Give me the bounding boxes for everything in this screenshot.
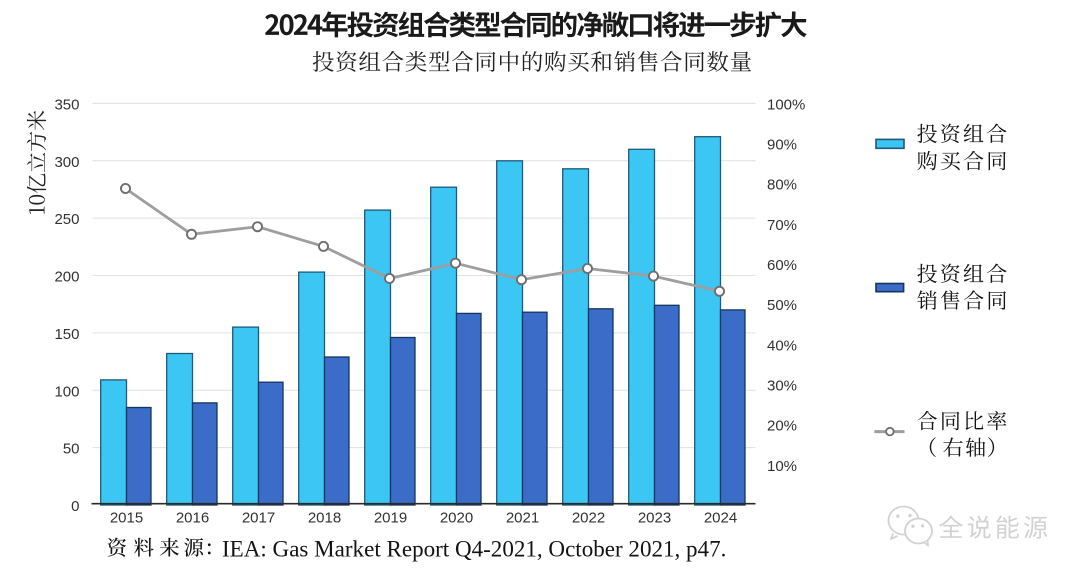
svg-text:40%: 40% bbox=[767, 337, 797, 354]
svg-text:2018: 2018 bbox=[308, 510, 341, 527]
svg-text:300: 300 bbox=[54, 154, 79, 171]
svg-text:10%: 10% bbox=[767, 458, 797, 475]
svg-text:2017: 2017 bbox=[242, 510, 275, 527]
svg-text:200: 200 bbox=[54, 268, 79, 285]
svg-text:30%: 30% bbox=[767, 377, 797, 394]
svg-text:100: 100 bbox=[54, 383, 79, 400]
svg-text:70%: 70% bbox=[767, 217, 797, 234]
svg-text:2024: 2024 bbox=[704, 510, 737, 527]
svg-text:50: 50 bbox=[63, 441, 80, 458]
svg-text:250: 250 bbox=[54, 211, 79, 228]
svg-text:60%: 60% bbox=[767, 257, 797, 274]
svg-text:2015: 2015 bbox=[110, 510, 143, 527]
svg-text:2021: 2021 bbox=[506, 510, 539, 527]
svg-text:2020: 2020 bbox=[440, 510, 473, 527]
svg-text:2019: 2019 bbox=[374, 510, 407, 527]
svg-text:150: 150 bbox=[54, 326, 79, 343]
svg-text:2023: 2023 bbox=[638, 510, 671, 527]
svg-text:90%: 90% bbox=[767, 137, 797, 154]
svg-text:IEA: Gas Market Report Q4-2021: IEA: Gas Market Report Q4-2021, October … bbox=[222, 535, 726, 561]
svg-text:100%: 100% bbox=[767, 96, 805, 113]
svg-text:2016: 2016 bbox=[176, 510, 209, 527]
svg-text:350: 350 bbox=[54, 96, 79, 113]
svg-text:80%: 80% bbox=[767, 177, 797, 194]
svg-text:0: 0 bbox=[71, 498, 79, 515]
svg-text:20%: 20% bbox=[767, 418, 797, 435]
svg-text:2022: 2022 bbox=[572, 510, 605, 527]
svg-text:50%: 50% bbox=[767, 297, 797, 314]
